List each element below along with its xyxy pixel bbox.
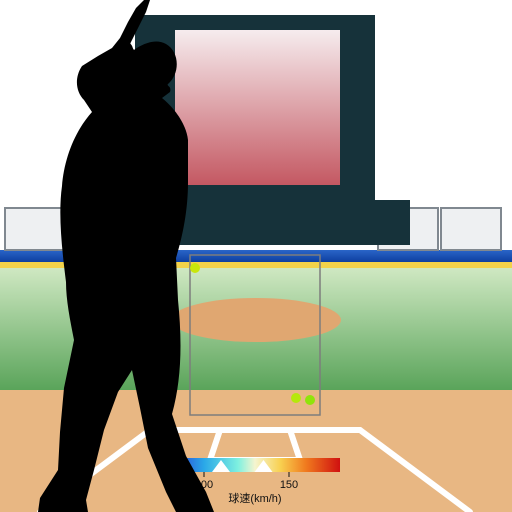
pitch-marker-1 xyxy=(291,393,301,403)
velocity-axis-label: 球速(km/h) xyxy=(228,491,281,505)
pitch-marker-2 xyxy=(305,395,315,405)
stands-block-3 xyxy=(441,208,501,250)
chart-svg: 100150球速(km/h) xyxy=(0,0,512,512)
velocity-colorbar xyxy=(170,458,340,472)
batter-hands xyxy=(115,41,133,59)
stands-block-0 xyxy=(5,208,65,250)
mound xyxy=(171,298,341,342)
pitch-marker-0 xyxy=(190,263,200,273)
pitch-location-chart: 100150球速(km/h) xyxy=(0,0,512,512)
velocity-tick-label-1: 150 xyxy=(280,479,298,491)
scoreboard-screen xyxy=(175,30,340,185)
